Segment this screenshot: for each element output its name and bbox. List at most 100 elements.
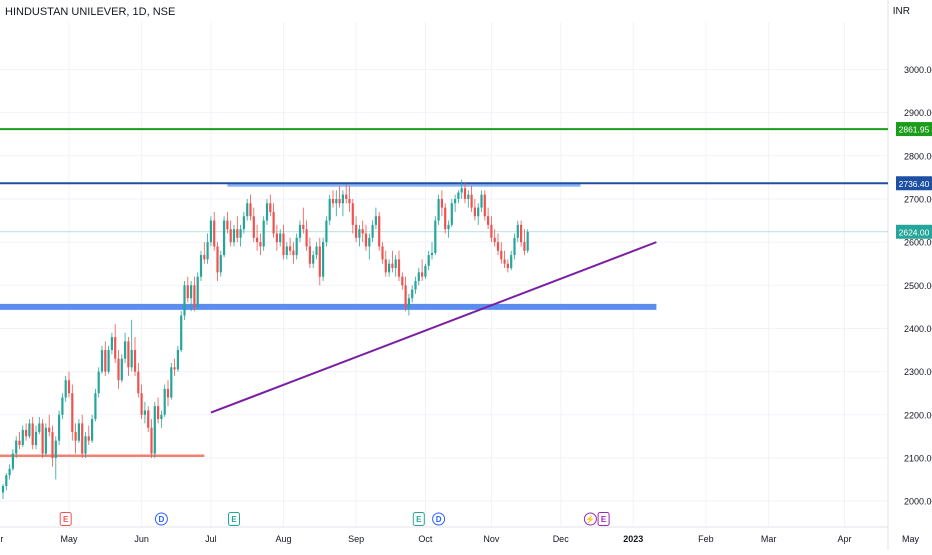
x-tick-label: Feb xyxy=(698,534,714,544)
x-tick-label: Jul xyxy=(205,534,217,544)
event-marker xyxy=(432,512,446,526)
candle xyxy=(506,259,509,273)
candle-body xyxy=(223,220,226,256)
candle-body xyxy=(256,237,259,243)
candle xyxy=(335,190,338,217)
candle xyxy=(477,203,480,225)
candle xyxy=(411,285,414,303)
candle-body xyxy=(120,358,123,381)
candle xyxy=(213,211,216,251)
candle-body xyxy=(417,272,420,281)
candle-body xyxy=(180,315,183,351)
candle xyxy=(91,414,94,443)
candle-body xyxy=(48,427,51,433)
candle-body xyxy=(447,224,450,230)
candle-body xyxy=(203,255,206,260)
candle xyxy=(457,190,460,204)
candle xyxy=(81,414,84,458)
candle xyxy=(322,237,325,281)
x-tick-label: Mar xyxy=(761,534,777,544)
x-tick-label: Apr xyxy=(0,534,3,544)
candle-body xyxy=(282,233,285,256)
candle-body xyxy=(226,220,229,230)
candle xyxy=(397,250,401,281)
candle xyxy=(371,220,374,243)
event-marker xyxy=(597,512,610,526)
candle xyxy=(384,250,387,277)
candle-body xyxy=(186,285,189,299)
candle xyxy=(147,406,150,433)
candle-body xyxy=(328,198,331,221)
candle xyxy=(454,194,457,212)
candle xyxy=(394,255,397,277)
candle-body xyxy=(97,371,100,394)
candle-body xyxy=(496,242,500,251)
candle xyxy=(450,198,453,228)
candle-body xyxy=(61,397,64,415)
candle-body xyxy=(322,242,325,277)
candle-body xyxy=(460,188,463,193)
candle xyxy=(364,224,368,251)
candle-body xyxy=(421,272,424,277)
candle-body xyxy=(440,198,443,208)
event-marker-label: E xyxy=(416,515,422,524)
candle-body xyxy=(477,207,480,217)
event-marker xyxy=(228,512,240,526)
candle xyxy=(176,345,179,372)
candle-body xyxy=(147,410,150,428)
candle-body xyxy=(246,203,249,217)
candle xyxy=(308,237,311,269)
candle xyxy=(67,371,71,398)
candle xyxy=(256,224,259,251)
candle-body xyxy=(133,350,137,372)
y-tick-label: 2700.00 xyxy=(904,194,932,204)
candle-body xyxy=(364,233,368,247)
candle-body xyxy=(259,242,262,247)
candle xyxy=(338,186,341,208)
y-tick-label: 2900.00 xyxy=(904,108,932,118)
candle-body xyxy=(500,250,503,260)
candle-body xyxy=(5,475,8,486)
x-tick-label: Nov xyxy=(483,534,500,544)
candle-body xyxy=(279,233,282,243)
candle xyxy=(94,388,97,422)
y-tick-label: 3000.00 xyxy=(904,65,932,75)
candle-body xyxy=(308,246,311,264)
candle xyxy=(15,436,18,458)
event-marker xyxy=(412,512,425,526)
candle xyxy=(282,224,285,260)
candle-body xyxy=(407,298,410,307)
candle-body xyxy=(64,380,67,398)
x-tick-label: May xyxy=(60,534,78,544)
candle-body xyxy=(193,285,196,307)
candle xyxy=(351,198,354,234)
price-tag xyxy=(896,122,932,137)
candle-body xyxy=(388,263,391,273)
candle xyxy=(51,425,54,467)
candle xyxy=(526,229,529,253)
candle xyxy=(97,367,100,398)
candle xyxy=(1,483,5,499)
candle-body xyxy=(454,198,457,204)
candle xyxy=(523,229,526,256)
candle xyxy=(133,337,137,376)
candle xyxy=(355,216,358,243)
candle xyxy=(21,425,24,448)
candle-body xyxy=(437,198,440,221)
candle xyxy=(510,250,513,271)
candle xyxy=(388,259,391,277)
candle-body xyxy=(513,237,516,256)
candle-body xyxy=(209,220,212,243)
candle xyxy=(5,473,8,491)
candle xyxy=(345,183,348,204)
candle xyxy=(173,358,176,376)
price-tag-label: 2736.40 xyxy=(899,179,930,189)
candle-body xyxy=(483,194,486,217)
candle-body xyxy=(265,203,269,221)
candle xyxy=(348,186,351,212)
candle xyxy=(516,220,519,243)
candle xyxy=(196,272,199,310)
candle-body xyxy=(523,242,526,251)
